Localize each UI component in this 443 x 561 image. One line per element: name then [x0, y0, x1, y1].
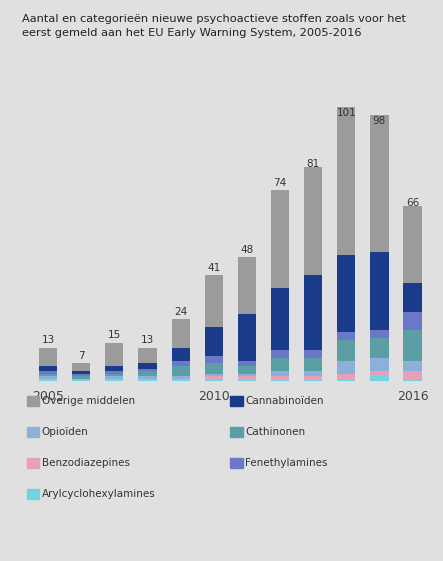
Bar	[370, 371, 389, 376]
Bar	[105, 374, 124, 376]
Bar	[271, 288, 289, 351]
Bar	[205, 275, 223, 327]
Bar	[370, 115, 389, 252]
Bar	[337, 340, 355, 361]
Bar	[304, 358, 323, 371]
Text: Aantal en categorieën nieuwe psychoactieve stoffen zoals voor het
eerst gemeld a: Aantal en categorieën nieuwe psychoactie…	[22, 14, 406, 38]
Bar	[271, 376, 289, 379]
Bar	[105, 379, 124, 381]
Bar	[72, 364, 90, 371]
Text: 41: 41	[207, 263, 221, 273]
Text: 66: 66	[406, 198, 419, 208]
Bar	[171, 379, 190, 381]
Bar	[370, 376, 389, 381]
Bar	[370, 330, 389, 338]
Text: Benzodiazepines: Benzodiazepines	[42, 458, 130, 468]
Bar	[39, 376, 57, 379]
Bar	[205, 364, 223, 374]
Bar	[238, 257, 256, 314]
Bar	[171, 319, 190, 348]
Bar	[271, 379, 289, 381]
Text: 81: 81	[307, 159, 320, 169]
Bar	[72, 371, 90, 374]
Bar	[138, 371, 157, 376]
Bar	[238, 314, 256, 361]
Bar	[238, 366, 256, 374]
Bar	[404, 283, 422, 312]
Text: Overige middelen: Overige middelen	[42, 396, 135, 406]
Bar	[404, 312, 422, 330]
Bar	[171, 361, 190, 366]
Bar	[205, 374, 223, 376]
Text: Cannabinoïden: Cannabinoïden	[245, 396, 324, 406]
Bar	[271, 358, 289, 371]
Text: 98: 98	[373, 116, 386, 126]
Bar	[105, 343, 124, 366]
Bar	[238, 361, 256, 366]
Bar	[238, 379, 256, 381]
Bar	[39, 366, 57, 371]
Bar	[205, 356, 223, 364]
Bar	[39, 371, 57, 374]
Bar	[337, 107, 355, 255]
Bar	[304, 351, 323, 358]
Text: 7: 7	[78, 351, 85, 361]
Bar	[337, 374, 355, 379]
Text: Fenethylamines: Fenethylamines	[245, 458, 328, 468]
Bar	[271, 351, 289, 358]
Text: 101: 101	[336, 108, 356, 118]
Text: 15: 15	[108, 330, 121, 340]
Bar	[271, 371, 289, 376]
Bar	[404, 361, 422, 371]
Bar	[271, 190, 289, 288]
Bar	[238, 374, 256, 376]
Bar	[337, 379, 355, 381]
Bar	[138, 364, 157, 369]
Text: 13: 13	[141, 335, 154, 345]
Bar	[404, 206, 422, 283]
Bar	[39, 374, 57, 376]
Bar	[337, 361, 355, 374]
Bar	[72, 379, 90, 381]
Bar	[404, 371, 422, 379]
Text: Arylcyclohexylamines: Arylcyclohexylamines	[42, 489, 155, 499]
Bar	[205, 379, 223, 381]
Bar	[205, 327, 223, 356]
Bar	[337, 255, 355, 332]
Bar	[138, 376, 157, 379]
Bar	[337, 332, 355, 340]
Text: 13: 13	[42, 335, 55, 345]
Bar	[72, 376, 90, 379]
Bar	[138, 369, 157, 371]
Bar	[138, 348, 157, 364]
Bar	[304, 376, 323, 379]
Bar	[171, 348, 190, 361]
Bar	[304, 379, 323, 381]
Bar	[171, 376, 190, 379]
Bar	[72, 374, 90, 376]
Bar	[370, 358, 389, 371]
Bar	[304, 371, 323, 376]
Text: 24: 24	[174, 307, 187, 317]
Bar	[105, 366, 124, 371]
Text: 48: 48	[240, 245, 253, 255]
Bar	[105, 376, 124, 379]
Bar	[404, 379, 422, 381]
Bar	[39, 379, 57, 381]
Bar	[39, 348, 57, 366]
Bar	[205, 376, 223, 379]
Text: Cathinonen: Cathinonen	[245, 427, 306, 437]
Bar	[171, 366, 190, 376]
Text: 74: 74	[273, 178, 287, 187]
Text: Opioïden: Opioïden	[42, 427, 89, 437]
Bar	[105, 371, 124, 374]
Bar	[370, 252, 389, 330]
Bar	[304, 167, 323, 275]
Bar	[238, 376, 256, 379]
Bar	[404, 330, 422, 361]
Bar	[304, 275, 323, 351]
Bar	[138, 379, 157, 381]
Bar	[370, 338, 389, 358]
